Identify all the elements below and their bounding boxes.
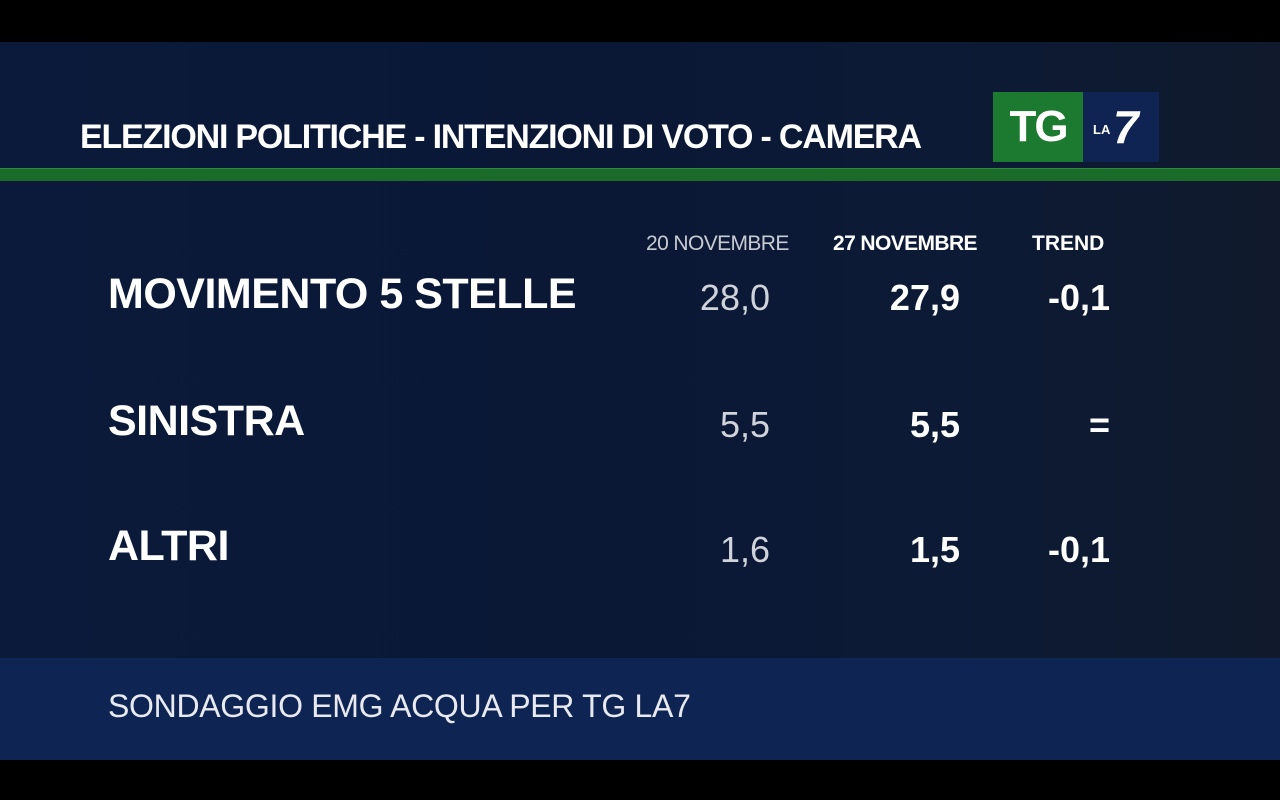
title-divider — [0, 168, 1280, 181]
source-footer: SONDAGGIO EMG ACQUA PER TG LA7 — [0, 658, 1280, 760]
value-cur: 5,5 — [909, 404, 960, 445]
value-prev: 5,5 — [719, 404, 770, 445]
value-cur: 27,9 — [889, 277, 960, 318]
source-text: SONDAGGIO EMG ACQUA PER TG LA7 — [108, 688, 691, 724]
logo-seven-text: 7 — [1113, 101, 1139, 153]
logo-la7-block: LA 7 — [1083, 92, 1159, 162]
logo-la-text: LA — [1093, 122, 1111, 137]
value-trend: = — [1088, 404, 1110, 445]
logo-tg-text: TG — [993, 92, 1083, 162]
value-trend: -0,1 — [1047, 529, 1110, 570]
party-name: ALTRI — [108, 522, 229, 570]
value-cur: 1,5 — [909, 529, 960, 570]
value-trend: -0,1 — [1047, 277, 1110, 318]
tg-la7-logo: TG LA 7 — [993, 92, 1159, 162]
column-header-trend: TREND — [1032, 232, 1105, 255]
column-header-prev: 20 NOVEMBRE — [646, 232, 789, 255]
value-prev: 1,6 — [719, 529, 770, 570]
value-prev: 28,0 — [699, 277, 770, 318]
page-title: ELEZIONI POLITICHE - INTENZIONI DI VOTO … — [80, 118, 922, 156]
column-header-cur: 27 NOVEMBRE — [833, 232, 978, 255]
party-name: MOVIMENTO 5 STELLE — [108, 270, 577, 318]
party-name: SINISTRA — [108, 397, 305, 445]
